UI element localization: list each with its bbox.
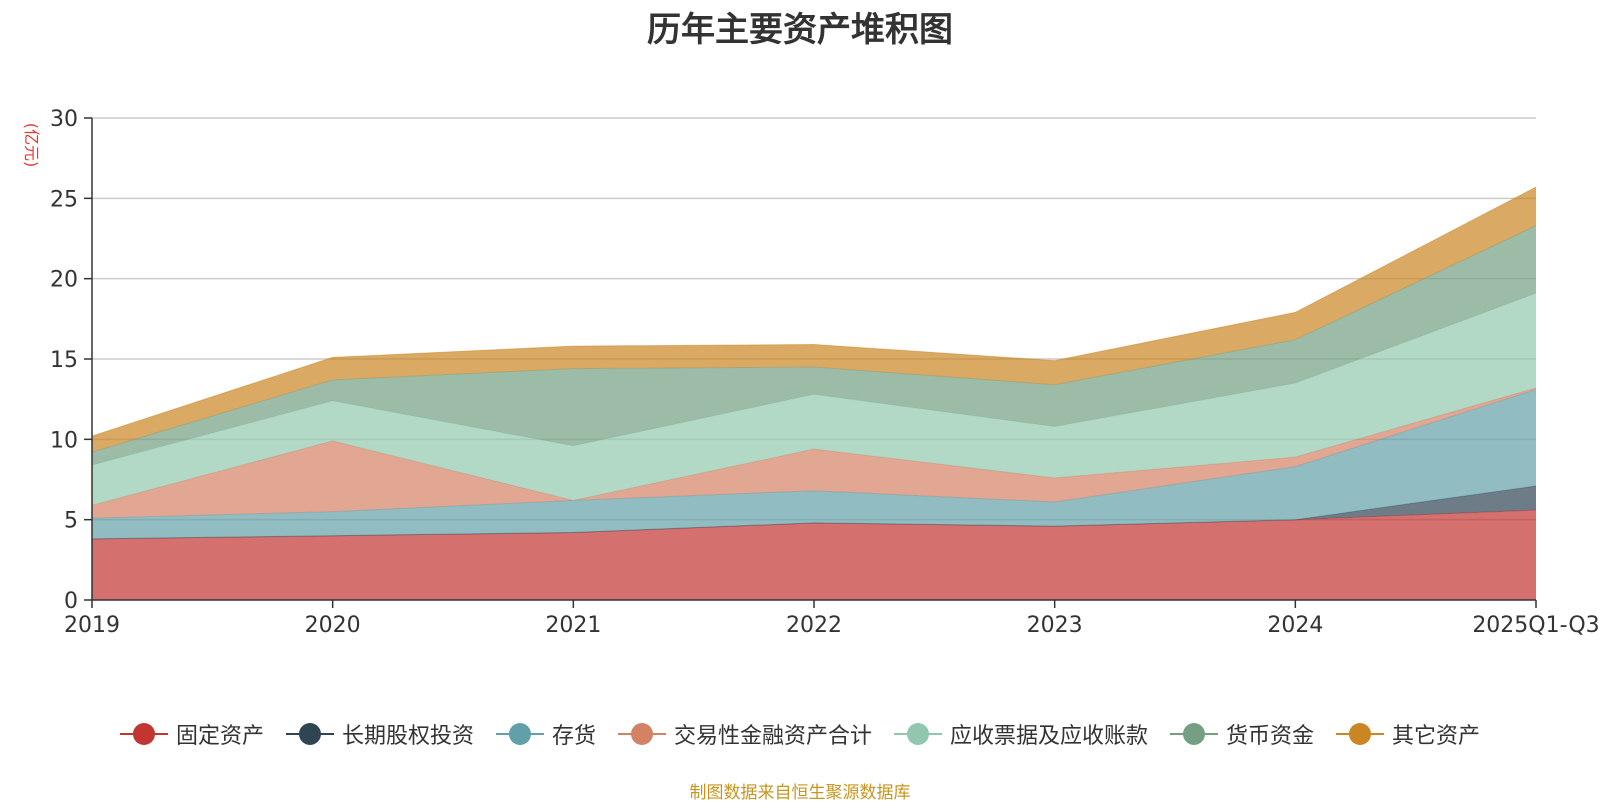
- legend-marker-icon: [285, 722, 334, 746]
- series-area-2: [92, 389, 1536, 539]
- legend-item-5[interactable]: 货币资金: [1170, 718, 1314, 750]
- legend-label: 应收票据及应收账款: [950, 724, 1149, 749]
- x-tick-label: 2021: [545, 613, 601, 638]
- chart-title: 历年主要资产堆积图: [647, 10, 953, 50]
- y-tick-label: 15: [50, 348, 78, 373]
- legend-item-0[interactable]: 固定资产: [119, 718, 264, 750]
- series-area-4: [92, 293, 1536, 506]
- x-tick-label: 2023: [1027, 613, 1083, 638]
- x-tick-label: 2025Q1-Q3: [1472, 613, 1599, 638]
- y-tick-label: 25: [50, 187, 78, 212]
- x-tick-label: 2022: [786, 613, 842, 638]
- legend-item-4[interactable]: 应收票据及应收账款: [894, 718, 1148, 750]
- series-areas: [91, 186, 1537, 600]
- y-tick-label: 20: [50, 268, 78, 293]
- legend-item-6[interactable]: 其它资产: [1336, 718, 1480, 750]
- x-tick-label: 2019: [64, 613, 120, 638]
- legend-label: 其它资产: [1392, 724, 1481, 749]
- y-tick-label: 5: [64, 509, 78, 534]
- source-note: 制图数据来自恒生聚源数据库: [689, 783, 911, 803]
- legend-item-2[interactable]: 存货: [495, 718, 596, 750]
- legend: 固定资产 长期股权投资 存货 交易性金融资产合计 应收票据及应收账款 货币资金 其它资产: [0, 718, 1600, 750]
- legend-label: 固定资产: [175, 724, 264, 749]
- y-tick-label: 0: [64, 589, 78, 614]
- y-ticks: 0 5 10 15 20 25 30: [50, 107, 92, 614]
- y-tick-label: 10: [50, 428, 78, 453]
- legend-label: 存货: [551, 724, 596, 749]
- legend-marker-icon: [617, 722, 666, 746]
- legend-label: 货币资金: [1226, 724, 1315, 749]
- y-axis-unit-label: (亿元): [22, 123, 41, 168]
- legend-marker-icon: [894, 722, 942, 746]
- legend-item-1[interactable]: 长期股权投资: [285, 718, 474, 750]
- legend-item-3[interactable]: 交易性金融资产合计: [617, 718, 872, 750]
- legend-marker-icon: [1336, 722, 1385, 746]
- series-area-3: [92, 387, 1536, 519]
- legend-marker-icon: [1170, 722, 1219, 746]
- legend-marker-icon: [119, 722, 168, 746]
- legend-label: 交易性金融资产合计: [673, 724, 872, 749]
- x-tick-label: 2024: [1267, 613, 1323, 638]
- series-area-0: [92, 510, 1536, 600]
- x-tick-label: 2020: [305, 613, 361, 638]
- legend-label: 长期股权投资: [341, 724, 474, 749]
- series-area-5: [92, 225, 1536, 465]
- legend-marker-icon: [495, 722, 544, 746]
- series-line-6: [91, 186, 1537, 437]
- y-tick-label: 30: [50, 107, 78, 132]
- x-ticks: 2019 2020 2021 2022 2023 2024 2025Q1-Q3: [64, 600, 1600, 638]
